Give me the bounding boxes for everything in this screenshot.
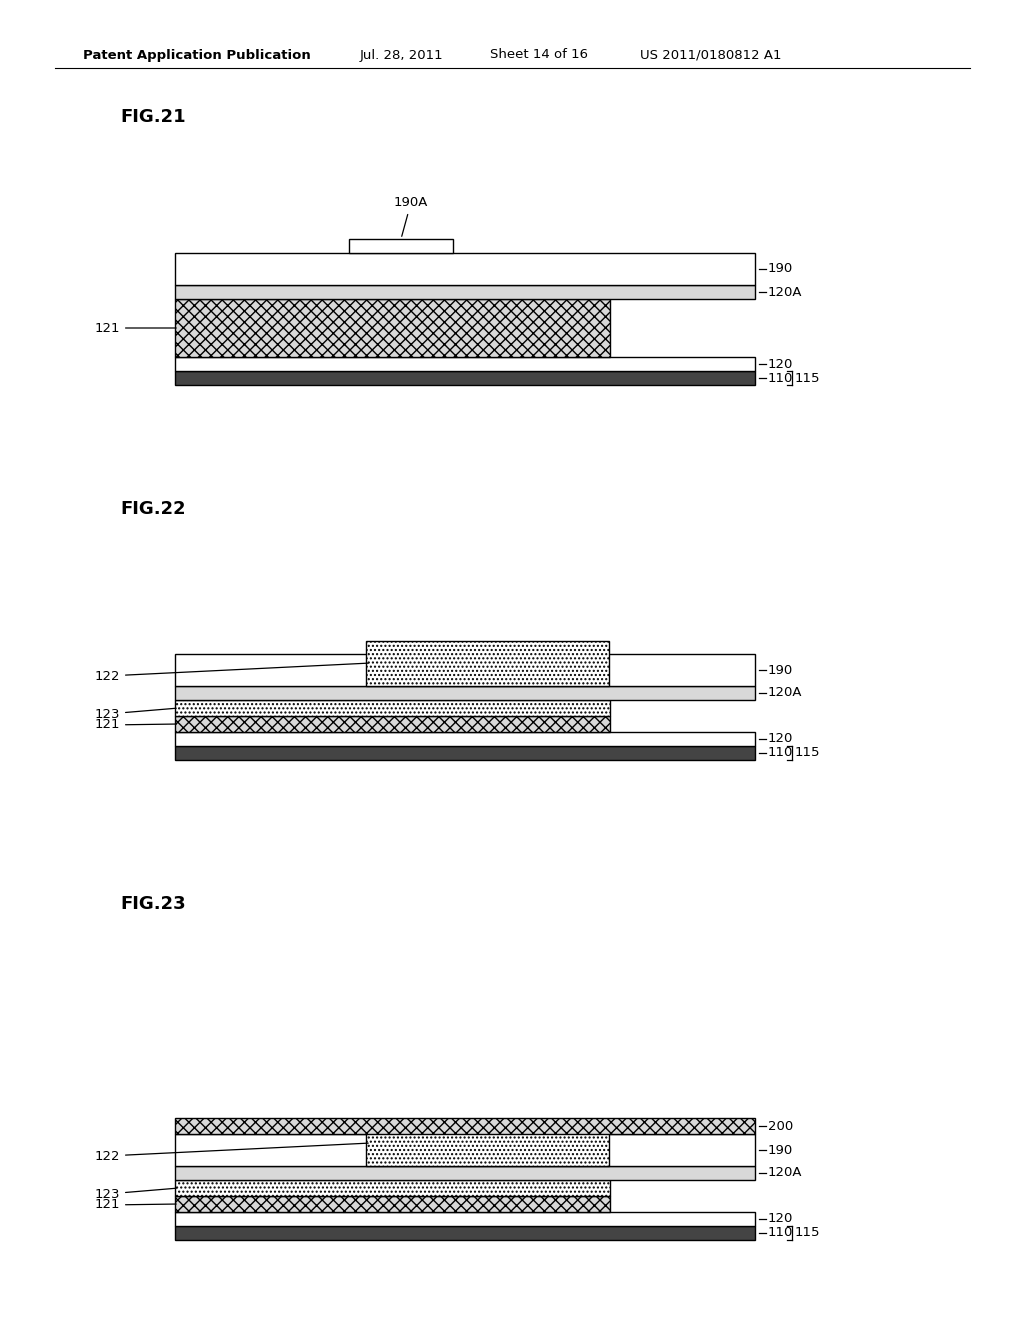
Bar [175, 1118, 755, 1134]
Text: FIG.22: FIG.22 [120, 500, 185, 517]
Text: 122: 122 [94, 663, 369, 682]
Text: 190A: 190A [394, 195, 428, 236]
Bar [175, 371, 755, 385]
Text: FIG.23: FIG.23 [120, 895, 185, 913]
Bar [175, 746, 755, 760]
Text: 190: 190 [768, 664, 794, 676]
Text: 190: 190 [768, 263, 794, 276]
Text: 115: 115 [795, 371, 820, 384]
Bar [175, 715, 610, 733]
Text: FIG.21: FIG.21 [120, 108, 185, 125]
Text: 110: 110 [768, 1226, 794, 1239]
Text: 121: 121 [94, 1199, 176, 1212]
Text: 120: 120 [768, 1213, 794, 1225]
Text: 120A: 120A [768, 1167, 803, 1180]
Text: 122: 122 [94, 1143, 369, 1163]
Text: Sheet 14 of 16: Sheet 14 of 16 [490, 49, 588, 62]
Bar [175, 253, 755, 285]
Text: 120A: 120A [768, 285, 803, 298]
Bar [175, 1196, 610, 1212]
Text: 110: 110 [768, 747, 794, 759]
Bar [175, 1212, 755, 1226]
Text: 123: 123 [94, 708, 176, 721]
Text: 110: 110 [768, 371, 794, 384]
Text: 121: 121 [94, 322, 176, 334]
Bar [175, 356, 755, 371]
Text: 120: 120 [768, 358, 794, 371]
Text: 121: 121 [94, 718, 176, 731]
Bar [175, 686, 755, 700]
Text: 115: 115 [795, 747, 820, 759]
Text: US 2011/0180812 A1: US 2011/0180812 A1 [640, 49, 781, 62]
Bar [175, 300, 610, 356]
Text: 120A: 120A [768, 686, 803, 700]
Bar [175, 1226, 755, 1239]
Text: 200: 200 [768, 1119, 794, 1133]
Text: 120: 120 [768, 733, 794, 746]
Bar [366, 1121, 609, 1166]
Bar [349, 239, 453, 253]
Text: 123: 123 [94, 1188, 176, 1200]
Bar [175, 1180, 610, 1196]
Bar [175, 1166, 755, 1180]
Bar [366, 642, 609, 686]
Bar [175, 285, 755, 300]
Bar [175, 653, 755, 686]
Text: Jul. 28, 2011: Jul. 28, 2011 [360, 49, 443, 62]
Bar [175, 700, 610, 715]
Text: Patent Application Publication: Patent Application Publication [83, 49, 310, 62]
Bar [175, 1134, 755, 1166]
Bar [175, 733, 755, 746]
Text: 115: 115 [795, 1226, 820, 1239]
Text: 190: 190 [768, 1143, 794, 1156]
